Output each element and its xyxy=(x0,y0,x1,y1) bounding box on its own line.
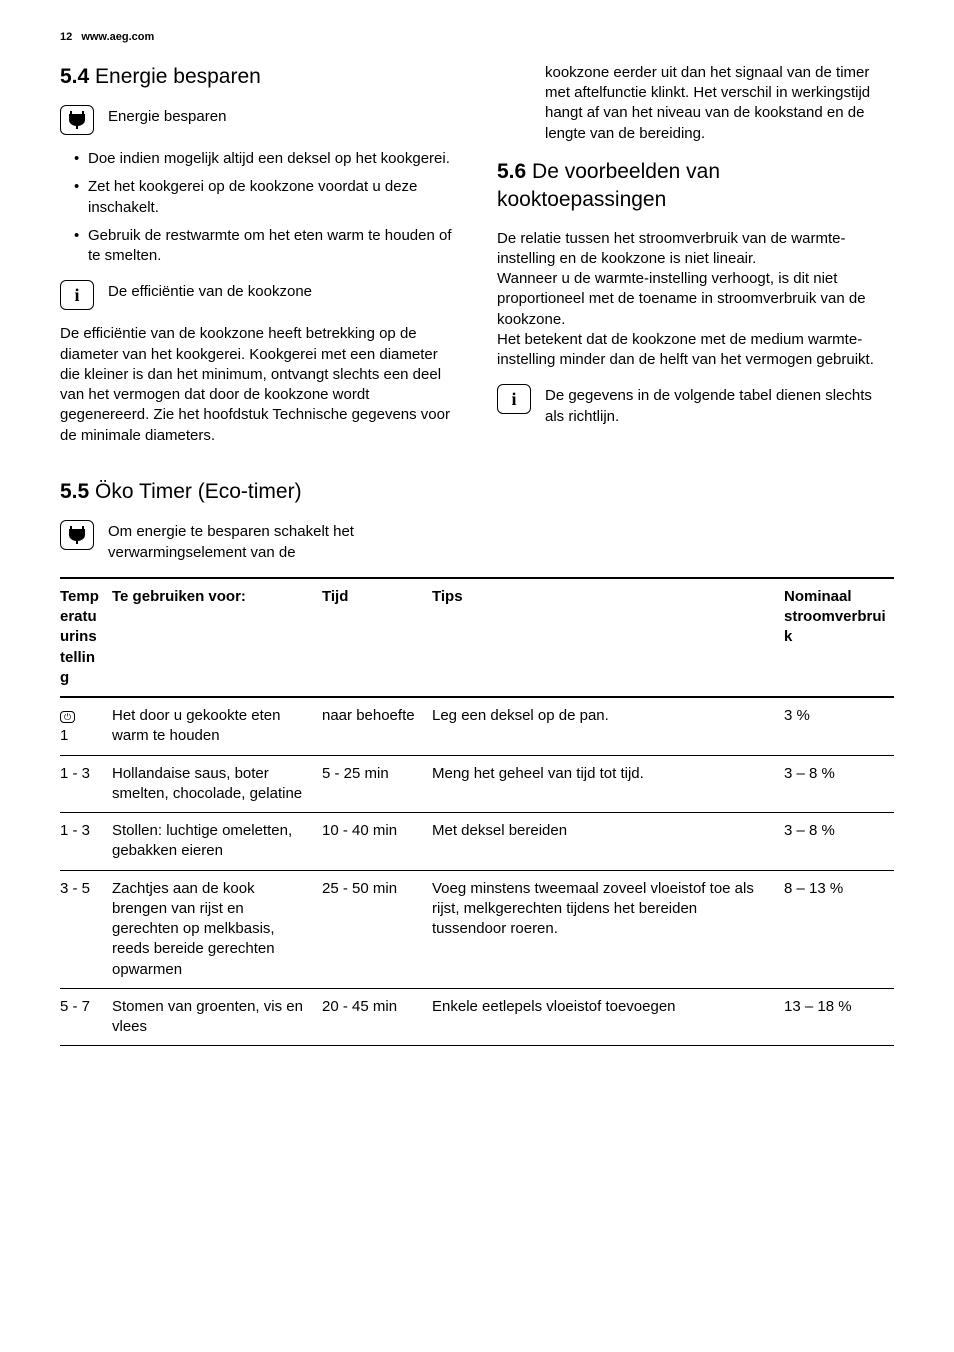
right-column: kookzone eerder uit dan het signaal van … xyxy=(497,63,894,563)
cell-use: Stomen van groenten, vis en vlees xyxy=(112,988,322,1046)
cell-time: 25 - 50 min xyxy=(322,870,432,988)
table-row: ⏻ 1 Het door u gekookte eten warm te hou… xyxy=(60,697,894,755)
cell-power: 3 % xyxy=(784,697,894,755)
table-row: 1 - 3 Stollen: luchtige omeletten, gebak… xyxy=(60,813,894,871)
info-note: i De efficiëntie van de kookzone xyxy=(60,280,457,310)
cell-tip: Met deksel bereiden xyxy=(432,813,784,871)
info-note: i De gegevens in de volgende tabel diene… xyxy=(497,384,894,427)
col-header-use: Te gebruiken voor: xyxy=(112,578,322,697)
section-title: De voorbeelden van kooktoepassingen xyxy=(497,160,720,211)
cell-use: Het door u gekookte eten warm te houden xyxy=(112,697,322,755)
table-body: ⏻ 1 Het door u gekookte eten warm te hou… xyxy=(60,697,894,1046)
energy-tips-list: Doe indien mogelijk altijd een deksel op… xyxy=(60,149,457,266)
section-5-5-heading: 5.5 Öko Timer (Eco-timer) xyxy=(60,478,457,506)
paragraph: Wanneer u de warmte-instelling verhoogt,… xyxy=(497,269,894,330)
cell-time: 20 - 45 min xyxy=(322,988,432,1046)
eco-icon xyxy=(60,105,94,135)
cell-temp-sub: 1 xyxy=(60,727,68,744)
cell-tip: Meng het geheel van tijd tot tijd. xyxy=(432,755,784,813)
table-row: 1 - 3 Hollandaise saus, boter smelten, c… xyxy=(60,755,894,813)
paragraph: Het betekent dat de kookzone met de medi… xyxy=(497,330,894,371)
cell-temp: 1 - 3 xyxy=(60,813,112,871)
eco-note: Om energie te besparen schakelt het verw… xyxy=(60,520,457,563)
applications-table: Temperatuurinstelling Te gebruiken voor:… xyxy=(60,577,894,1047)
cell-use: Zachtjes aan de kook brengen van rijst e… xyxy=(112,870,322,988)
col-header-power: Nominaal stroomverbruik xyxy=(784,578,894,697)
two-column-layout: 5.4 Energie besparen Energie besparen Do… xyxy=(60,63,894,563)
cell-temp: ⏻ 1 xyxy=(60,697,112,755)
page-number: 12 xyxy=(60,31,72,43)
section-title: Öko Timer (Eco-timer) xyxy=(95,480,302,503)
info-note-text: De efficiëntie van de kookzone xyxy=(108,280,457,302)
info-note-text: De gegevens in de volgende tabel dienen … xyxy=(545,384,894,427)
cell-power: 8 – 13 % xyxy=(784,870,894,988)
cell-temp: 5 - 7 xyxy=(60,988,112,1046)
left-column: 5.4 Energie besparen Energie besparen Do… xyxy=(60,63,457,563)
plug-icon xyxy=(66,526,88,544)
col-header-temp-text: Temperatuurinstelling xyxy=(60,587,100,688)
eco-note-text: Om energie te besparen schakelt het verw… xyxy=(108,520,457,563)
cell-use: Hollandaise saus, boter smelten, chocola… xyxy=(112,755,322,813)
col-header-time: Tijd xyxy=(322,578,432,697)
eco-note: Energie besparen xyxy=(60,105,457,135)
info-icon: i xyxy=(60,280,94,310)
table-row: 3 - 5 Zachtjes aan de kook brengen van r… xyxy=(60,870,894,988)
efficiency-paragraph: De efficiëntie van de kookzone heeft bet… xyxy=(60,324,457,446)
section-number: 5.5 xyxy=(60,480,89,503)
cell-power: 3 – 8 % xyxy=(784,813,894,871)
paragraph: De relatie tussen het stroomverbruik van… xyxy=(497,229,894,270)
page-header: 12 www.aeg.com xyxy=(60,30,894,45)
plug-icon xyxy=(66,111,88,129)
table-row: 5 - 7 Stomen van groenten, vis en vlees … xyxy=(60,988,894,1046)
list-item: Zet het kookgerei op de kookzone voordat… xyxy=(74,177,457,218)
eco-icon xyxy=(60,520,94,550)
section-number: 5.6 xyxy=(497,160,526,183)
cell-power: 3 – 8 % xyxy=(784,755,894,813)
eco-note-text: Energie besparen xyxy=(108,105,457,127)
keep-warm-icon: ⏻ xyxy=(60,711,75,723)
col-header-power-text: Nominaal stroomverbruik xyxy=(784,587,894,648)
cell-time: 5 - 25 min xyxy=(322,755,432,813)
section-title: Energie besparen xyxy=(95,65,261,88)
col-header-tips: Tips xyxy=(432,578,784,697)
cell-power: 13 – 18 % xyxy=(784,988,894,1046)
cell-temp: 1 - 3 xyxy=(60,755,112,813)
cell-time: naar behoefte xyxy=(322,697,432,755)
col-header-temp: Temperatuurinstelling xyxy=(60,578,112,697)
info-icon: i xyxy=(497,384,531,414)
cell-temp: 3 - 5 xyxy=(60,870,112,988)
cell-tip: Voeg minstens tweemaal zoveel vloeistof … xyxy=(432,870,784,988)
list-item: Doe indien mogelijk altijd een deksel op… xyxy=(74,149,457,169)
continuation-paragraph: kookzone eerder uit dan het signaal van … xyxy=(497,63,894,144)
section-5-6-heading: 5.6 De voorbeelden van kooktoepassingen xyxy=(497,158,894,215)
cell-tip: Leg een deksel op de pan. xyxy=(432,697,784,755)
header-url: www.aeg.com xyxy=(81,31,154,43)
cell-use: Stollen: luchtige omeletten, gebakken ei… xyxy=(112,813,322,871)
list-item: Gebruik de restwarmte om het eten warm t… xyxy=(74,226,457,267)
section-5-4-heading: 5.4 Energie besparen xyxy=(60,63,457,91)
table-header-row: Temperatuurinstelling Te gebruiken voor:… xyxy=(60,578,894,697)
cell-tip: Enkele eetlepels vloeistof toevoegen xyxy=(432,988,784,1046)
cell-time: 10 - 40 min xyxy=(322,813,432,871)
section-number: 5.4 xyxy=(60,65,89,88)
